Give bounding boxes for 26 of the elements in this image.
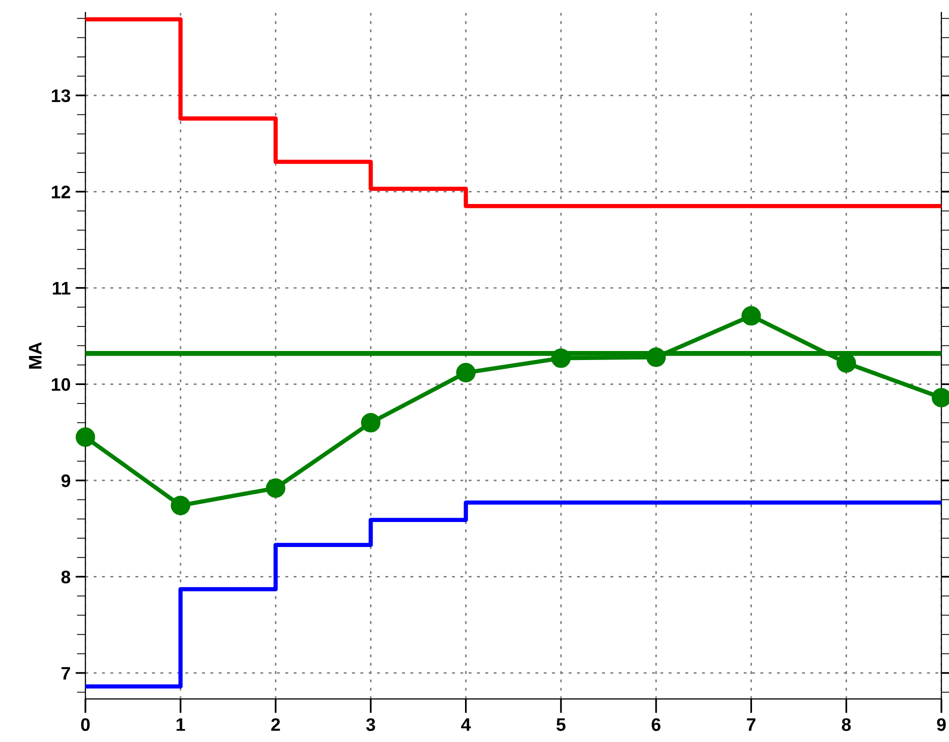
point [646, 348, 666, 367]
y-tick-label: 11 [52, 282, 70, 294]
x-tick-label: 0 [81, 718, 90, 731]
y-tick-label: 12 [52, 186, 70, 198]
y-axis-title: MA [29, 342, 42, 369]
x-tick-label: 3 [366, 718, 376, 731]
point [170, 496, 190, 516]
y-tick-label: 9 [61, 474, 70, 488]
x-tick-label: 7 [746, 718, 756, 731]
y-tick-label: 10 [52, 378, 70, 391]
y-tick-label: 8 [61, 570, 70, 584]
point [76, 427, 96, 447]
x-tick-label: 8 [842, 718, 851, 731]
x-tick-label: 5 [556, 718, 566, 731]
x-tick-label: 4 [461, 718, 471, 731]
point [266, 478, 286, 498]
point [456, 362, 476, 382]
y-tick-label: 13 [52, 89, 70, 102]
y-tick-label: 7 [62, 667, 70, 680]
x-tick-label: 1 [176, 718, 186, 731]
x-tick-label: 6 [652, 718, 660, 731]
point [361, 412, 380, 432]
x-tick-label: 9 [937, 718, 946, 731]
point [551, 348, 571, 368]
x-tick-label: 2 [271, 718, 280, 731]
point [741, 306, 761, 326]
